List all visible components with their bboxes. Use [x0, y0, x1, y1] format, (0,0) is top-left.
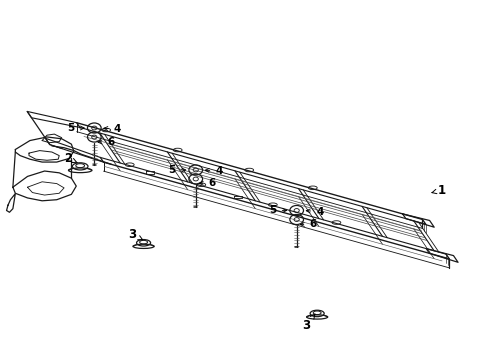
Text: 4: 4	[205, 166, 222, 176]
Text: 2: 2	[64, 152, 77, 165]
Text: 1: 1	[431, 184, 445, 197]
Text: 4: 4	[103, 124, 121, 134]
Text: 6: 6	[300, 219, 316, 229]
Text: 6: 6	[98, 137, 114, 147]
Text: 5: 5	[269, 206, 286, 216]
Text: 4: 4	[305, 207, 323, 217]
Text: 5: 5	[168, 165, 185, 175]
Text: 3: 3	[128, 228, 142, 241]
Text: 6: 6	[199, 178, 215, 188]
Text: 5: 5	[67, 123, 84, 133]
Text: 3: 3	[302, 314, 314, 332]
